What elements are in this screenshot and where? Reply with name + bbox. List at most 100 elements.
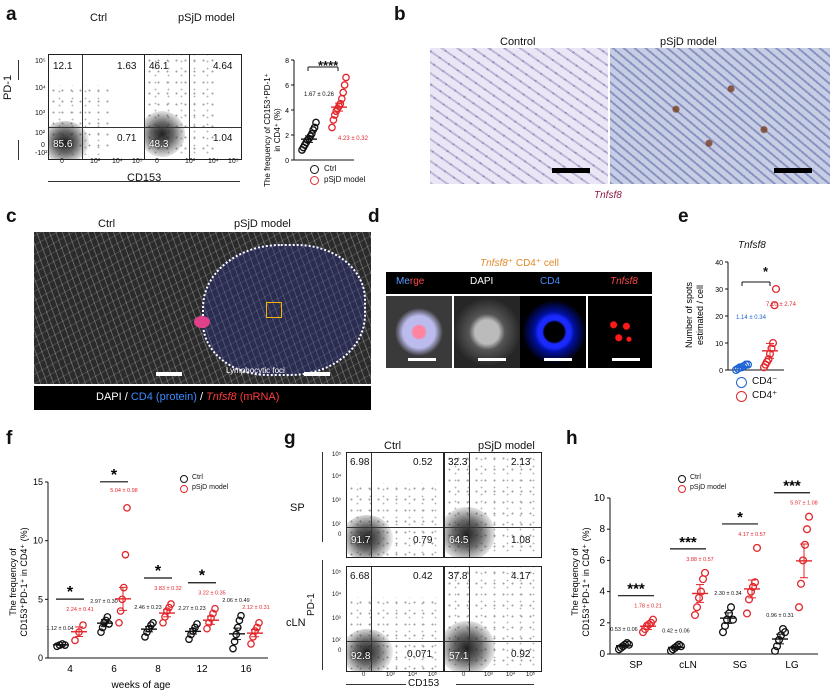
data-point — [794, 603, 804, 612]
legend-marker-ctrl — [310, 165, 319, 174]
data-point — [329, 116, 338, 124]
data-point — [800, 540, 810, 549]
scatter-h-ylabel-1: The frequency of — [570, 548, 580, 616]
y-tick-label: 20 — [715, 314, 723, 321]
y-tick: -10² — [35, 150, 48, 157]
data-point — [79, 621, 87, 629]
legend-sep: / — [196, 391, 207, 403]
y-tick-label: 0 — [285, 158, 289, 165]
data-point — [247, 640, 255, 648]
panel-label-c: c — [6, 206, 17, 227]
y-tick: 10² — [35, 130, 46, 137]
x-category-label: 16 — [240, 664, 252, 675]
scatter-h: The frequency of CD153⁺PD-1⁺ in CD4⁺ (%)… — [570, 478, 818, 671]
quadrant-ll: 92.8 — [351, 651, 371, 662]
data-point — [71, 636, 79, 645]
data-point — [802, 525, 812, 534]
cd4neg-mean-sem: 1.14 ± 0.34 — [736, 315, 766, 321]
data-point — [312, 118, 320, 127]
data-point — [728, 615, 738, 624]
if-image: Lymphocytic foci — [34, 232, 371, 384]
data-point — [342, 73, 350, 82]
y-tick-label: 40 — [715, 260, 723, 267]
data-point — [123, 503, 131, 512]
y-tick-label: 0 — [599, 649, 605, 660]
data-point — [744, 595, 754, 604]
panel-label-e: e — [678, 206, 689, 227]
y-tick-label: 6 — [285, 83, 289, 90]
histology-image-psjd — [610, 48, 830, 184]
mean-sem-annotation: 3.83 ± 0.32 — [154, 586, 181, 592]
lymphocytic-foci-outline — [202, 244, 366, 376]
data-point — [339, 88, 348, 97]
mean-sem-annotation: 0.42 ± 0.06 — [662, 629, 689, 635]
y-tick: 10³ — [332, 498, 341, 504]
flow-plot-ctrl: 12.1 1.63 85.6 0.71 — [48, 54, 146, 160]
x-tick: 0 — [155, 158, 159, 165]
row-label-cln: cLN — [286, 617, 306, 629]
y-tick: 0 — [338, 532, 342, 538]
y-tick: 0 — [338, 648, 342, 654]
data-point — [700, 568, 710, 577]
flow-g-title-ctrl: Ctrl — [384, 440, 402, 452]
data-point — [233, 623, 242, 632]
data-point — [229, 644, 237, 653]
x-tick: 10³ — [90, 158, 101, 165]
y-tick: 10⁵ — [332, 452, 342, 458]
y-tick-label: 6 — [599, 555, 605, 566]
x-axis-line — [48, 181, 240, 182]
data-point — [770, 646, 780, 655]
y-axis-line — [322, 452, 323, 542]
scatter-a-ylabel-2: in CD4⁺ (%) — [273, 108, 282, 152]
panel-label-g: g — [284, 428, 296, 449]
mean-sem-annotation: 3.88 ± 0.57 — [686, 557, 713, 563]
quadrant-ul: 6.98 — [350, 457, 370, 468]
mean-sem-annotation: 5.97 ± 1.08 — [790, 501, 817, 507]
legend-marker-psjd — [180, 485, 188, 493]
data-point — [804, 512, 814, 521]
scatter-f: The frequency of CD153⁺PD-1⁺ in CD4⁺ (%)… — [8, 467, 270, 691]
x-tick: 10⁴ — [408, 672, 418, 678]
data-point — [141, 633, 149, 641]
lymphocytic-foci-label: Lymphocytic foci — [226, 366, 285, 375]
quadrant-ur: 4.64 — [213, 61, 233, 72]
y-tick: 10² — [332, 522, 341, 528]
data-point — [310, 123, 319, 132]
legend-dapi: DAPI — [96, 391, 122, 403]
y-tick-label: 8 — [285, 58, 289, 65]
scatter-e: Number of spots estimated / cell 0 10 20 30… — [684, 260, 784, 375]
y-tick: 10² — [332, 638, 341, 644]
data-point — [752, 543, 762, 552]
y-tick-label: 0 — [719, 368, 723, 375]
mean-sem-annotation: 4.17 ± 0.57 — [738, 532, 765, 538]
data-point — [690, 610, 700, 620]
y-tick-label: 0 — [38, 653, 43, 663]
scatter-e-ylabel-2: estimated / cell — [695, 285, 705, 345]
inset-box — [266, 302, 282, 318]
flow-g-title-psjd: pSjD model — [478, 440, 535, 452]
scale-bar — [156, 372, 182, 376]
panel-label-a: a — [6, 4, 17, 25]
y-tick-label: 15 — [33, 477, 43, 487]
x-tick: 10⁵ — [132, 158, 143, 165]
panel-label-d: d — [368, 206, 380, 227]
mean-sem-annotation: 3.22 ± 0.35 — [198, 591, 225, 597]
data-point — [796, 579, 806, 588]
data-point — [771, 284, 781, 294]
x-category-label: 12 — [196, 664, 208, 675]
legend-marker-cd4pos — [736, 391, 747, 402]
x-tick: 10⁵ — [228, 158, 239, 165]
data-point — [235, 616, 244, 625]
quadrant-ur: 1.63 — [117, 61, 137, 72]
legend-marker-ctrl — [678, 475, 686, 483]
y-tick: 0 — [41, 142, 45, 149]
data-point — [103, 613, 112, 621]
panel-e-title: Tnfsf8 — [738, 240, 766, 251]
if-legend-bar: DAPI / CD4 (protein) / Tnfsf8 (mRNA) — [34, 386, 371, 410]
significance-star: * — [67, 584, 74, 601]
x-tick: 10³ — [386, 672, 395, 678]
x-category-label: SG — [733, 660, 748, 671]
channel-merge: Merge — [396, 276, 425, 287]
legend-psjd: pSjD model — [192, 484, 229, 491]
data-point — [232, 630, 241, 639]
